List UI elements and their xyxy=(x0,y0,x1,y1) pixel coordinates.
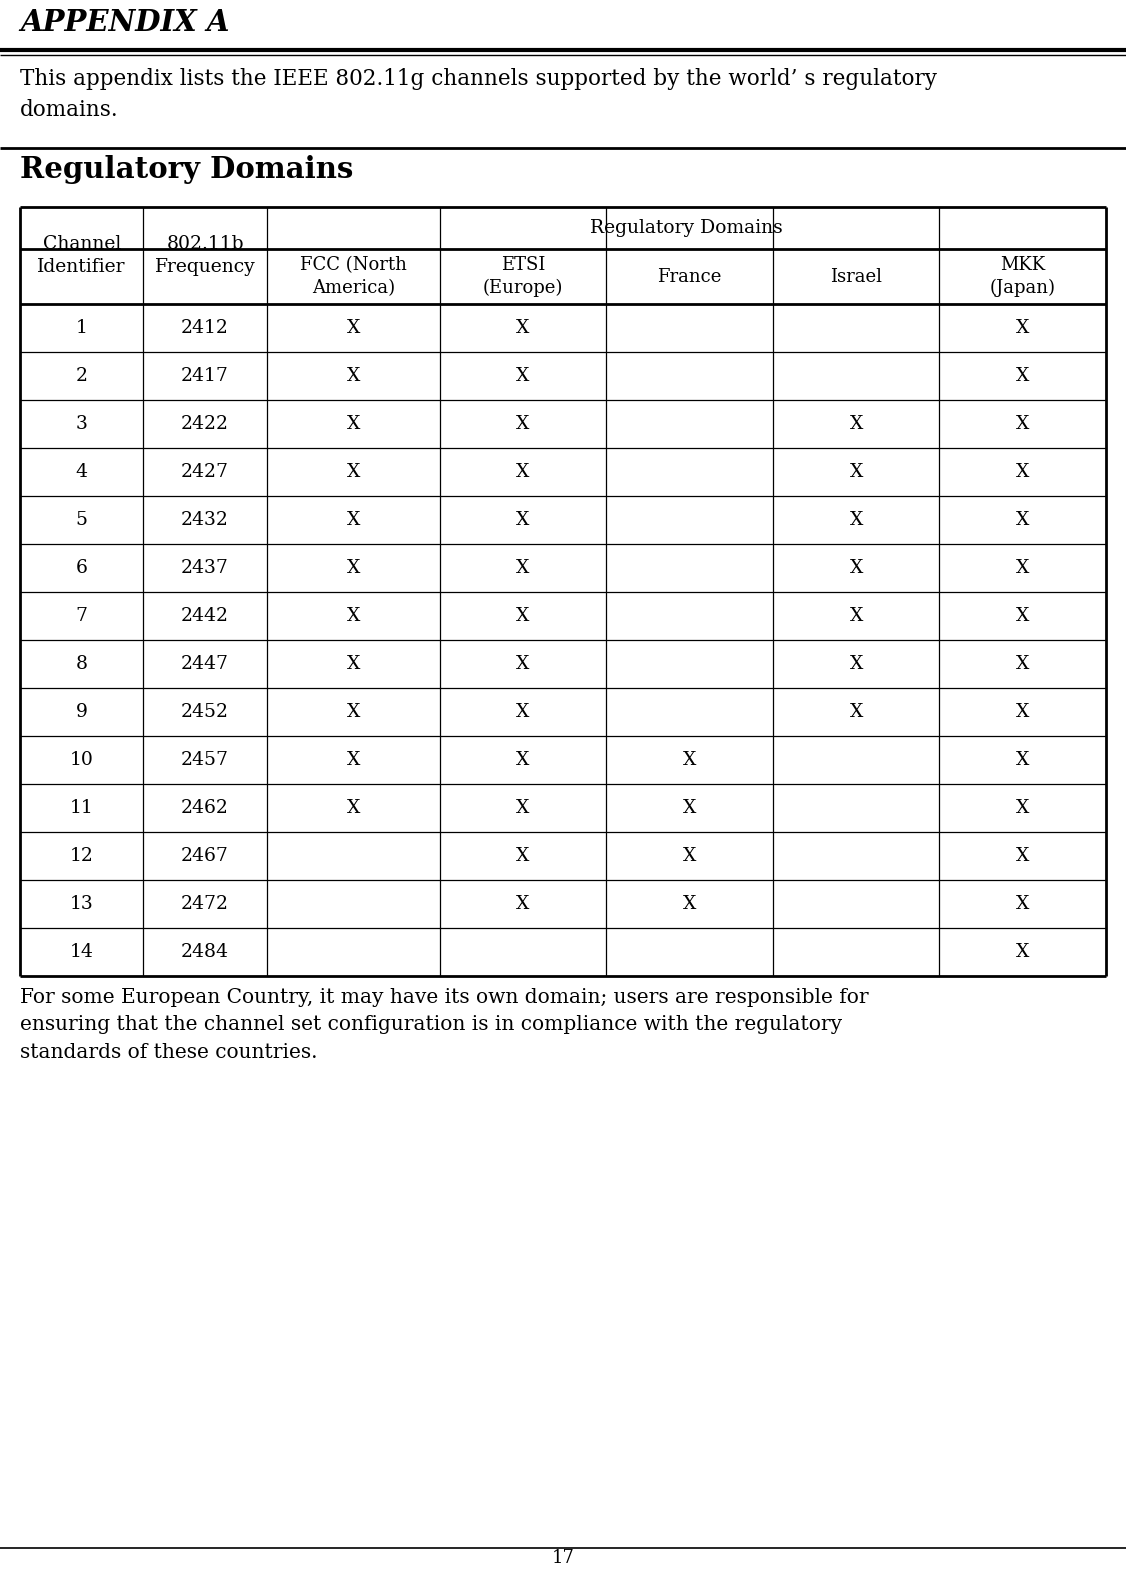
Text: X: X xyxy=(849,608,863,625)
Text: X: X xyxy=(1016,462,1029,481)
Text: 2417: 2417 xyxy=(181,368,229,385)
Text: X: X xyxy=(516,751,529,768)
Text: 2462: 2462 xyxy=(181,798,229,817)
Text: For some European Country, it may have its own domain; users are responsible for: For some European Country, it may have i… xyxy=(20,988,868,1062)
Text: X: X xyxy=(516,895,529,914)
Text: X: X xyxy=(516,704,529,721)
Text: X: X xyxy=(347,751,360,768)
Text: 3: 3 xyxy=(75,415,88,432)
Text: X: X xyxy=(849,704,863,721)
Text: 12: 12 xyxy=(70,847,93,865)
Text: 6: 6 xyxy=(75,559,88,578)
Text: 9: 9 xyxy=(75,704,88,721)
Text: 2: 2 xyxy=(75,368,88,385)
Text: X: X xyxy=(1016,704,1029,721)
Text: 8: 8 xyxy=(75,655,88,672)
Text: 5: 5 xyxy=(75,511,88,529)
Text: X: X xyxy=(1016,798,1029,817)
Text: X: X xyxy=(1016,944,1029,961)
Text: APPENDIX A: APPENDIX A xyxy=(20,8,230,36)
Text: X: X xyxy=(1016,511,1029,529)
Text: X: X xyxy=(516,559,529,578)
Text: MKK
(Japan): MKK (Japan) xyxy=(990,256,1056,297)
Text: X: X xyxy=(682,751,696,768)
Text: 13: 13 xyxy=(70,895,93,914)
Text: X: X xyxy=(1016,655,1029,672)
Text: Israel: Israel xyxy=(830,268,882,286)
Text: 2452: 2452 xyxy=(181,704,229,721)
Text: X: X xyxy=(347,368,360,385)
Text: X: X xyxy=(347,704,360,721)
Text: X: X xyxy=(849,559,863,578)
Text: 2442: 2442 xyxy=(181,608,229,625)
Text: 2427: 2427 xyxy=(181,462,229,481)
Text: FCC (North
America): FCC (North America) xyxy=(300,256,406,297)
Text: 1: 1 xyxy=(75,319,88,338)
Text: X: X xyxy=(516,608,529,625)
Text: X: X xyxy=(849,462,863,481)
Text: 7: 7 xyxy=(75,608,88,625)
Text: X: X xyxy=(849,511,863,529)
Text: 11: 11 xyxy=(70,798,93,817)
Text: X: X xyxy=(347,511,360,529)
Text: 17: 17 xyxy=(552,1550,574,1567)
Text: 2467: 2467 xyxy=(181,847,229,865)
Text: X: X xyxy=(1016,559,1029,578)
Text: X: X xyxy=(347,655,360,672)
Text: X: X xyxy=(347,462,360,481)
Text: 2432: 2432 xyxy=(181,511,229,529)
Text: France: France xyxy=(658,268,722,286)
Text: X: X xyxy=(347,608,360,625)
Text: X: X xyxy=(682,895,696,914)
Text: 2447: 2447 xyxy=(181,655,229,672)
Text: 2437: 2437 xyxy=(181,559,229,578)
Text: X: X xyxy=(347,798,360,817)
Text: X: X xyxy=(347,559,360,578)
Text: X: X xyxy=(516,415,529,432)
Text: Regulatory Domains: Regulatory Domains xyxy=(590,219,783,237)
Text: X: X xyxy=(516,511,529,529)
Text: This appendix lists the IEEE 802.11g channels supported by the world’ s regulato: This appendix lists the IEEE 802.11g cha… xyxy=(20,68,937,122)
Text: 2457: 2457 xyxy=(181,751,229,768)
Text: X: X xyxy=(347,415,360,432)
Text: X: X xyxy=(1016,415,1029,432)
Text: X: X xyxy=(516,319,529,338)
Text: X: X xyxy=(1016,608,1029,625)
Text: X: X xyxy=(516,462,529,481)
Text: 10: 10 xyxy=(70,751,93,768)
Text: 2412: 2412 xyxy=(181,319,229,338)
Text: 14: 14 xyxy=(70,944,93,961)
Text: X: X xyxy=(516,798,529,817)
Text: 2422: 2422 xyxy=(181,415,229,432)
Text: 4: 4 xyxy=(75,462,88,481)
Text: Channel
Identifier: Channel Identifier xyxy=(37,235,126,276)
Text: Regulatory Domains: Regulatory Domains xyxy=(20,155,354,185)
Text: ETSI
(Europe): ETSI (Europe) xyxy=(483,256,563,297)
Text: X: X xyxy=(1016,895,1029,914)
Text: X: X xyxy=(516,847,529,865)
Text: 2472: 2472 xyxy=(181,895,229,914)
Text: X: X xyxy=(516,368,529,385)
Text: X: X xyxy=(1016,847,1029,865)
Text: X: X xyxy=(682,798,696,817)
Text: X: X xyxy=(849,655,863,672)
Text: X: X xyxy=(1016,751,1029,768)
Text: X: X xyxy=(1016,319,1029,338)
Text: X: X xyxy=(1016,368,1029,385)
Text: 2484: 2484 xyxy=(181,944,229,961)
Text: X: X xyxy=(849,415,863,432)
Text: 802.11b
Frequency: 802.11b Frequency xyxy=(154,235,256,276)
Text: X: X xyxy=(347,319,360,338)
Text: X: X xyxy=(682,847,696,865)
Text: X: X xyxy=(516,655,529,672)
